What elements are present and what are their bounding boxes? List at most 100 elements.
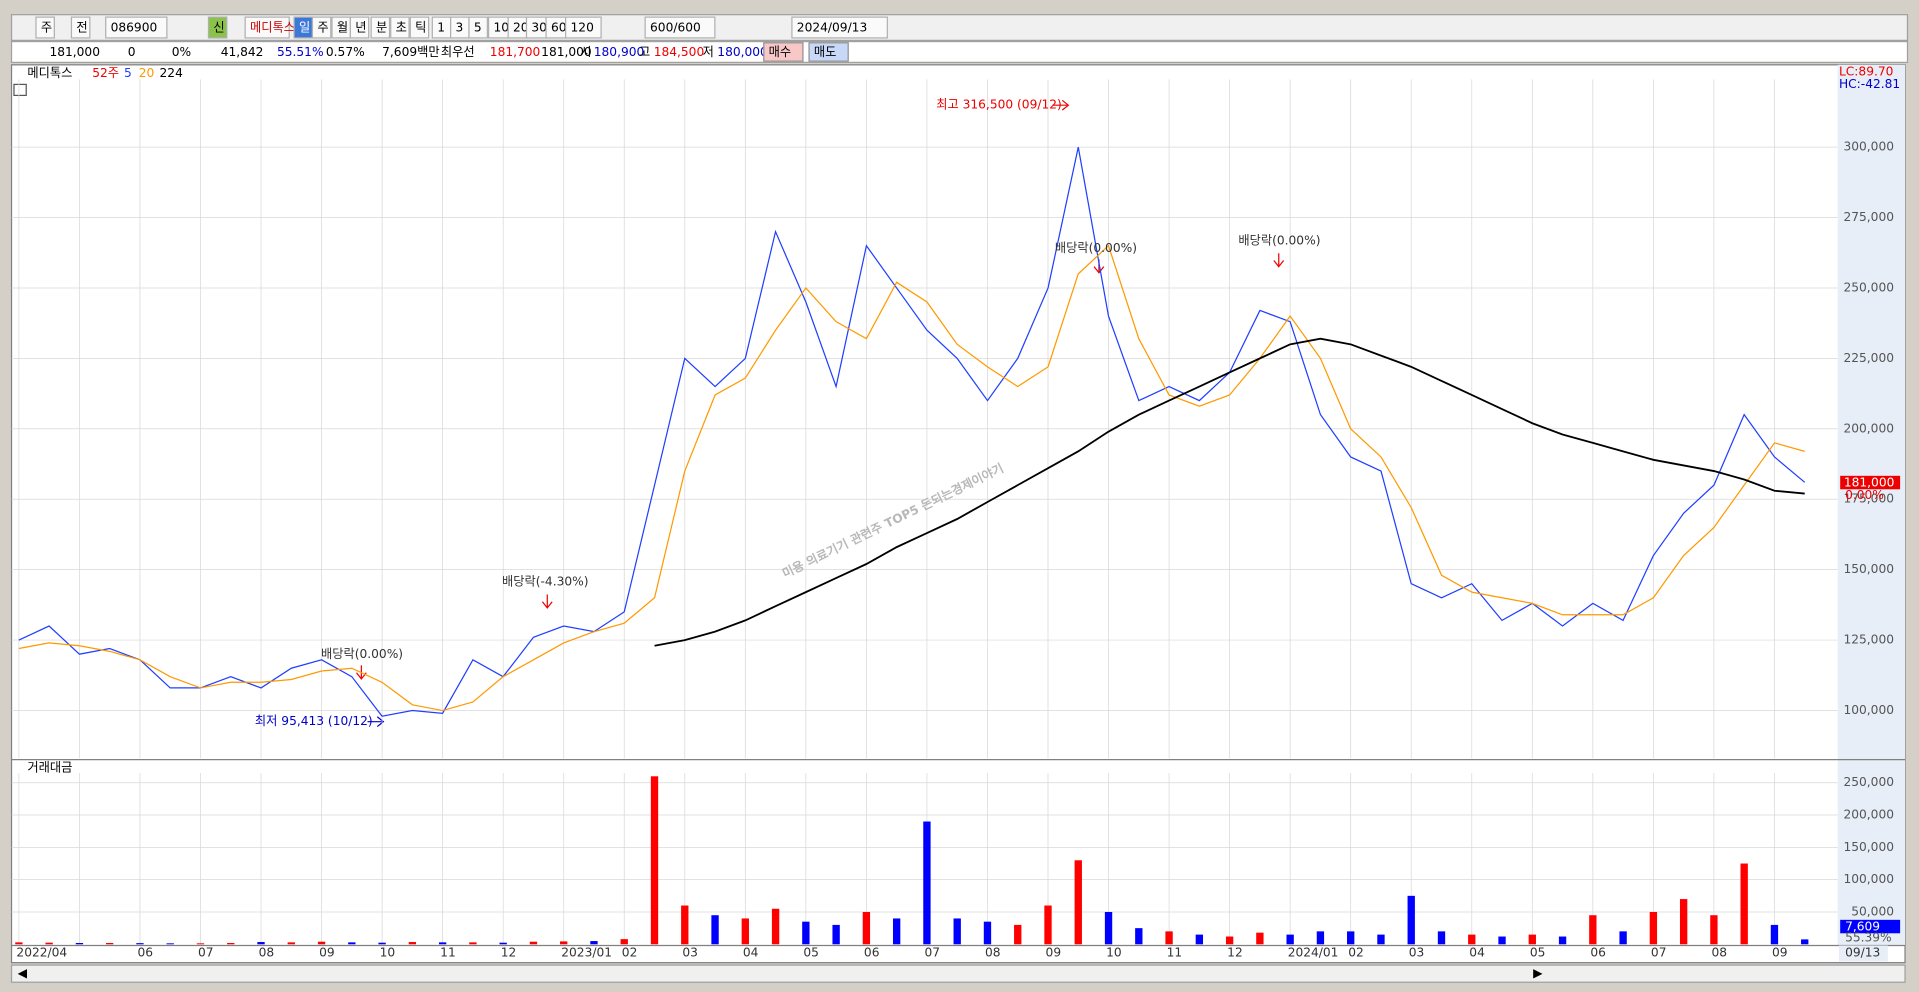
- toolbar-button[interactable]: [791, 16, 888, 39]
- toolbar-button[interactable]: [370, 16, 391, 39]
- y-tick-label: 100,000: [1843, 703, 1894, 717]
- toolbar-button[interactable]: [349, 16, 370, 39]
- volume-bar: [438, 942, 447, 945]
- toolbar-button[interactable]: [644, 16, 716, 39]
- annotation: 최저 95,413 (10/12): [255, 714, 373, 728]
- x-tick-label: 07: [924, 945, 940, 959]
- toolbar-item[interactable]: 분: [376, 21, 387, 35]
- info-item[interactable]: 매수: [769, 45, 791, 59]
- last-price: 181,000: [1844, 476, 1895, 490]
- toolbar-item[interactable]: 월: [337, 21, 348, 35]
- legend-entry: 224: [160, 66, 184, 80]
- volume-bar: [1225, 936, 1234, 945]
- toolbar-item[interactable]: 주: [317, 21, 328, 35]
- toolbar-button[interactable]: [390, 16, 410, 39]
- y-tick-label: 300,000: [1843, 140, 1894, 154]
- lc-label: LC:89.70: [1839, 65, 1893, 79]
- volume-bar: [1558, 936, 1567, 945]
- volume-bar: [832, 924, 840, 945]
- x-tick-label: 12: [501, 945, 517, 959]
- toolbar-item[interactable]: 1: [437, 21, 445, 35]
- y-tick-label: 150,000: [1843, 840, 1894, 854]
- x-tick-label: 05: [1530, 945, 1546, 959]
- volume-bar: [620, 939, 628, 945]
- info-item: 시: [580, 45, 591, 59]
- scrollbar[interactable]: [10, 964, 1906, 983]
- toolbar-item[interactable]: 초: [396, 21, 407, 35]
- x-tick-label: 06: [138, 945, 154, 959]
- volume-bar: [1377, 934, 1385, 945]
- toolbar-item[interactable]: 30: [531, 21, 547, 35]
- volume-bar: [1801, 939, 1809, 945]
- scroll-right[interactable]: ▶: [1533, 966, 1543, 980]
- x-tick-label: 09: [1046, 945, 1062, 959]
- volume-bar: [1014, 924, 1022, 945]
- toolbar-button[interactable]: [207, 16, 228, 39]
- toolbar-button[interactable]: [105, 16, 168, 39]
- volume-bar: [1074, 860, 1082, 945]
- volume-bar: [1740, 863, 1748, 945]
- x-tick-label: 02: [622, 945, 638, 959]
- end-label-box: [1838, 945, 1888, 962]
- x-tick-label: 03: [1409, 945, 1425, 959]
- y-tick-label: 275,000: [1843, 210, 1894, 224]
- x-tick-label: 11: [1167, 945, 1183, 959]
- info-item: 41,842: [221, 45, 264, 59]
- volume-last-box: [1840, 919, 1901, 934]
- high-arrow: [1052, 99, 1070, 111]
- toolbar-item[interactable]: 60: [551, 21, 567, 35]
- volume-bar: [1468, 934, 1476, 945]
- div-arrow: [1273, 253, 1285, 268]
- scroll-left[interactable]: ◀: [18, 966, 28, 980]
- last-change: 0.00%: [1845, 488, 1884, 502]
- volume-bar: [953, 918, 961, 945]
- toolbar-item[interactable]: 전: [76, 21, 87, 35]
- toolbar-item[interactable]: 주: [41, 21, 52, 35]
- volume-bar: [1104, 911, 1113, 945]
- toolbar-item[interactable]: 10: [493, 21, 509, 35]
- toolbar-item[interactable]: 20: [513, 21, 529, 35]
- volume-bar: [1195, 934, 1204, 945]
- x-tick-label: 05: [803, 945, 819, 959]
- info-item: 고: [639, 45, 650, 59]
- info-item: 저: [703, 45, 714, 59]
- x-tick-label: 04: [743, 945, 759, 959]
- x-tick-label: 08: [1711, 945, 1727, 959]
- legend-period: 52주: [92, 66, 119, 80]
- toolbar-button[interactable]: [468, 16, 488, 39]
- toolbar-item[interactable]: 086900: [111, 21, 158, 35]
- toolbar-item[interactable]: 2024/09/13: [797, 21, 867, 35]
- calendar-icon[interactable]: [13, 83, 27, 97]
- y-axis-area: [1837, 64, 1906, 946]
- info-item: 0%: [172, 45, 191, 59]
- trade-button[interactable]: [763, 42, 804, 62]
- info-item[interactable]: 매도: [814, 45, 836, 59]
- toolbar-item[interactable]: 120: [571, 21, 594, 35]
- volume-bar: [1710, 915, 1718, 945]
- y-tick-label: 150,000: [1843, 562, 1894, 576]
- toolbar-button[interactable]: [409, 16, 430, 39]
- toolbar-item[interactable]: 년: [355, 21, 366, 35]
- toolbar-item[interactable]: 600/600: [650, 21, 701, 35]
- toolbar-button[interactable]: [565, 16, 602, 39]
- toolbar-item[interactable]: 3: [456, 21, 464, 35]
- toolbar-button[interactable]: [70, 16, 91, 39]
- price-line: [18, 147, 1806, 717]
- trade-button[interactable]: [808, 42, 849, 62]
- toolbar-button[interactable]: [311, 16, 332, 39]
- toolbar-item[interactable]: 틱: [415, 21, 426, 35]
- y-tick-label: 175,000: [1843, 492, 1894, 506]
- x-tick-label: 2024/01: [1288, 945, 1339, 959]
- toolbar-item[interactable]: 일: [299, 21, 310, 35]
- toolbar-item[interactable]: 메디톡스: [250, 21, 295, 35]
- toolbar-button[interactable]: [35, 16, 55, 39]
- toolbar-item[interactable]: 신: [213, 21, 224, 35]
- toolbar-item[interactable]: 5: [474, 21, 482, 35]
- toolbar-button[interactable]: [244, 16, 290, 39]
- volume-bar: [1135, 928, 1143, 945]
- volume-bar: [560, 941, 568, 945]
- volume-bar: [1528, 934, 1536, 945]
- info-item: 181,000: [49, 45, 100, 59]
